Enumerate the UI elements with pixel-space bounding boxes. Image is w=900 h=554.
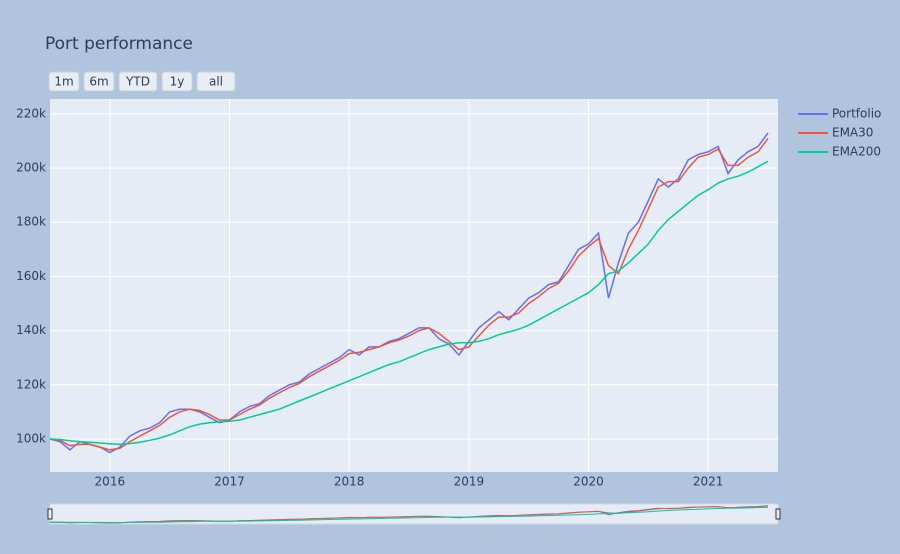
range-button[interactable]: YTD <box>118 71 158 92</box>
plot-area <box>50 99 778 472</box>
range-button[interactable]: 1y <box>161 71 193 92</box>
slider-handle[interactable] <box>775 508 781 520</box>
button-bg[interactable] <box>196 71 236 92</box>
range-button[interactable]: 1m <box>48 71 80 92</box>
slider-line <box>49 506 769 523</box>
button-bg[interactable] <box>118 71 158 92</box>
chart-title: Port performance <box>45 34 193 54</box>
slider-line <box>49 505 769 524</box>
slider-handle[interactable] <box>47 508 53 520</box>
y-tick-label: 160k <box>16 269 46 283</box>
legend-item[interactable]: EMA30 <box>798 126 873 140</box>
button-bg[interactable] <box>83 71 115 92</box>
x-tick-label: 2018 <box>334 475 365 489</box>
y-tick-label: 120k <box>16 377 46 391</box>
legend-item[interactable]: Portfolio <box>798 107 881 121</box>
x-tick-label: 2019 <box>454 475 485 489</box>
y-tick-label: 200k <box>16 161 46 175</box>
series-line <box>49 132 769 454</box>
button-label[interactable]: 1y <box>170 75 185 89</box>
series-line <box>49 160 769 446</box>
legend-label: EMA30 <box>832 126 873 140</box>
range-button[interactable]: all <box>196 71 236 92</box>
x-tick-label: 2016 <box>95 475 126 489</box>
button-label[interactable]: YTD <box>125 75 150 89</box>
x-tick-label: 2020 <box>573 475 604 489</box>
button-label[interactable]: 1m <box>54 75 73 89</box>
y-tick-label: 100k <box>16 431 46 445</box>
range-button[interactable]: 6m <box>83 71 115 92</box>
y-tick-label: 140k <box>16 323 46 337</box>
y-tick-label: 220k <box>16 106 46 120</box>
button-bg[interactable] <box>48 71 80 92</box>
x-tick-label: 2017 <box>214 475 245 489</box>
button-label[interactable]: all <box>209 75 223 89</box>
legend-label: Portfolio <box>832 107 881 121</box>
y-tick-label: 180k <box>16 215 46 229</box>
x-tick-label: 2021 <box>693 475 724 489</box>
button-bg[interactable] <box>161 71 193 92</box>
legend-label: EMA200 <box>832 145 881 159</box>
legend-item[interactable]: EMA200 <box>798 145 881 159</box>
button-label[interactable]: 6m <box>89 75 108 89</box>
series-line <box>49 137 769 451</box>
